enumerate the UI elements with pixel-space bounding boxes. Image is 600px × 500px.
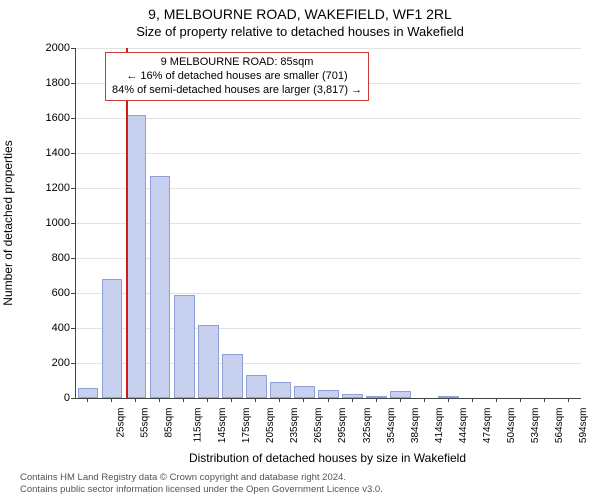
y-tick-label: 1800 bbox=[30, 77, 70, 89]
x-tick-mark bbox=[376, 398, 377, 402]
y-tick-label: 1400 bbox=[30, 147, 70, 159]
annotation-line: 9 MELBOURNE ROAD: 85sqm bbox=[112, 56, 362, 70]
x-tick-mark bbox=[496, 398, 497, 402]
y-tick-mark bbox=[71, 293, 75, 294]
y-tick-mark bbox=[71, 153, 75, 154]
grid-line bbox=[76, 48, 581, 49]
x-tick-mark bbox=[87, 398, 88, 402]
histogram-bar bbox=[126, 115, 147, 399]
x-tick-label: 474sqm bbox=[482, 408, 493, 444]
y-tick-mark bbox=[71, 328, 75, 329]
histogram-bar bbox=[174, 295, 195, 398]
chart-container: 9, MELBOURNE ROAD, WAKEFIELD, WF1 2RL Si… bbox=[0, 0, 600, 500]
footer-line-1: Contains HM Land Registry data © Crown c… bbox=[20, 472, 383, 484]
x-tick-mark bbox=[568, 398, 569, 402]
x-tick-label: 145sqm bbox=[217, 408, 228, 444]
x-tick-label: 295sqm bbox=[338, 408, 349, 444]
x-tick-mark bbox=[159, 398, 160, 402]
x-tick-label: 85sqm bbox=[164, 408, 175, 438]
x-tick-label: 55sqm bbox=[140, 408, 151, 438]
y-tick-mark bbox=[71, 363, 75, 364]
address-title: 9, MELBOURNE ROAD, WAKEFIELD, WF1 2RL bbox=[0, 6, 600, 22]
x-tick-mark bbox=[231, 398, 232, 402]
histogram-bar bbox=[150, 176, 171, 398]
x-tick-label: 444sqm bbox=[458, 408, 469, 444]
y-tick-label: 0 bbox=[30, 392, 70, 404]
histogram-bar bbox=[390, 391, 411, 398]
y-tick-label: 800 bbox=[30, 252, 70, 264]
y-tick-mark bbox=[71, 48, 75, 49]
x-tick-label: 504sqm bbox=[506, 408, 517, 444]
histogram-bar bbox=[270, 382, 291, 398]
y-axis-label: Number of detached properties bbox=[1, 140, 15, 305]
chart-subtitle: Size of property relative to detached ho… bbox=[0, 24, 600, 39]
x-tick-label: 235sqm bbox=[289, 408, 300, 444]
x-tick-label: 175sqm bbox=[241, 408, 252, 444]
y-tick-mark bbox=[71, 398, 75, 399]
x-tick-label: 384sqm bbox=[410, 408, 421, 444]
footer-line-2: Contains public sector information licen… bbox=[20, 484, 383, 496]
y-tick-label: 1600 bbox=[30, 112, 70, 124]
x-tick-mark bbox=[255, 398, 256, 402]
annotation-box: 9 MELBOURNE ROAD: 85sqm← 16% of detached… bbox=[105, 52, 369, 101]
histogram-bar bbox=[294, 386, 315, 398]
histogram-bar bbox=[102, 279, 123, 398]
y-tick-label: 2000 bbox=[30, 42, 70, 54]
x-tick-mark bbox=[111, 398, 112, 402]
histogram-bar bbox=[198, 325, 219, 399]
x-tick-mark bbox=[424, 398, 425, 402]
footer-attribution: Contains HM Land Registry data © Crown c… bbox=[20, 472, 383, 496]
histogram-bar bbox=[246, 375, 267, 398]
y-tick-label: 200 bbox=[30, 357, 70, 369]
x-tick-mark bbox=[328, 398, 329, 402]
x-tick-label: 115sqm bbox=[193, 408, 204, 443]
annotation-line: 84% of semi-detached houses are larger (… bbox=[112, 84, 362, 98]
x-axis-label: Distribution of detached houses by size … bbox=[75, 451, 580, 465]
x-tick-label: 265sqm bbox=[313, 408, 324, 444]
x-tick-mark bbox=[207, 398, 208, 402]
histogram-bar bbox=[318, 390, 339, 398]
x-tick-label: 325sqm bbox=[362, 408, 373, 444]
x-tick-label: 354sqm bbox=[386, 408, 397, 444]
y-tick-mark bbox=[71, 258, 75, 259]
x-tick-mark bbox=[472, 398, 473, 402]
x-tick-mark bbox=[544, 398, 545, 402]
x-tick-mark bbox=[400, 398, 401, 402]
x-tick-label: 25sqm bbox=[116, 408, 127, 438]
x-tick-mark bbox=[279, 398, 280, 402]
x-tick-label: 594sqm bbox=[578, 408, 589, 444]
x-tick-mark bbox=[183, 398, 184, 402]
x-tick-mark bbox=[303, 398, 304, 402]
histogram-bar bbox=[78, 388, 99, 399]
x-tick-mark bbox=[448, 398, 449, 402]
x-tick-mark bbox=[135, 398, 136, 402]
x-tick-label: 205sqm bbox=[265, 408, 276, 444]
y-tick-label: 400 bbox=[30, 322, 70, 334]
x-tick-label: 534sqm bbox=[530, 408, 541, 444]
histogram-bar bbox=[222, 354, 243, 398]
x-tick-label: 564sqm bbox=[554, 408, 565, 444]
y-tick-label: 600 bbox=[30, 287, 70, 299]
grid-line bbox=[76, 118, 581, 119]
grid-line bbox=[76, 153, 581, 154]
y-tick-label: 1200 bbox=[30, 182, 70, 194]
y-tick-mark bbox=[71, 83, 75, 84]
y-tick-label: 1000 bbox=[30, 217, 70, 229]
y-tick-mark bbox=[71, 188, 75, 189]
y-tick-mark bbox=[71, 118, 75, 119]
y-tick-mark bbox=[71, 223, 75, 224]
annotation-line: ← 16% of detached houses are smaller (70… bbox=[112, 70, 362, 84]
x-tick-mark bbox=[520, 398, 521, 402]
x-tick-label: 414sqm bbox=[434, 408, 445, 444]
x-tick-mark bbox=[352, 398, 353, 402]
